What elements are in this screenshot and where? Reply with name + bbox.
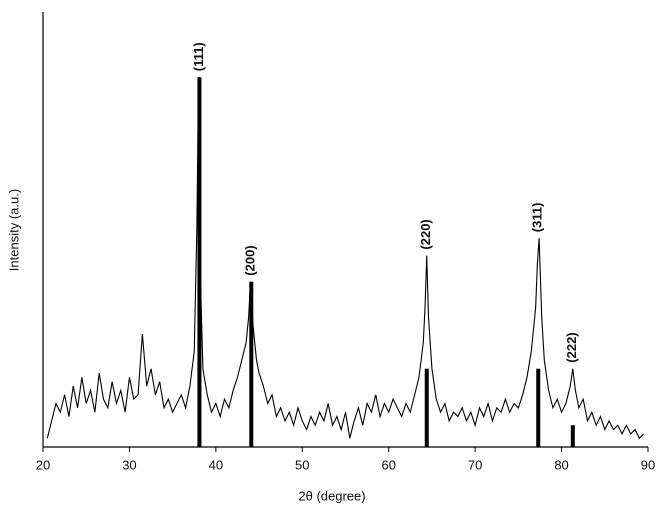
x-tick-label: 20 (36, 457, 50, 472)
peak-label: (311) (530, 203, 545, 233)
x-tick-label: 70 (468, 457, 482, 472)
reference-bar (536, 368, 541, 447)
peak-label: (111) (191, 42, 206, 71)
peak-label: (220) (418, 219, 433, 249)
x-tick-label: 30 (122, 457, 136, 472)
reference-bar (424, 368, 429, 447)
x-tick-label: 80 (554, 457, 568, 472)
y-axis-label: Intensity (a.u.) (6, 189, 21, 271)
x-tick-label: 90 (641, 457, 655, 472)
x-tick-label: 60 (381, 457, 395, 472)
x-axis-label: 2θ (degree) (298, 488, 365, 503)
x-tick-label: 50 (295, 457, 309, 472)
x-tick-label: 40 (209, 457, 223, 472)
peak-label: (222) (564, 332, 579, 362)
pattern-line (46, 77, 645, 440)
reference-bar (197, 77, 202, 447)
reference-bar (249, 281, 254, 447)
peak-label: (200) (243, 245, 258, 275)
reference-bar (570, 425, 575, 447)
